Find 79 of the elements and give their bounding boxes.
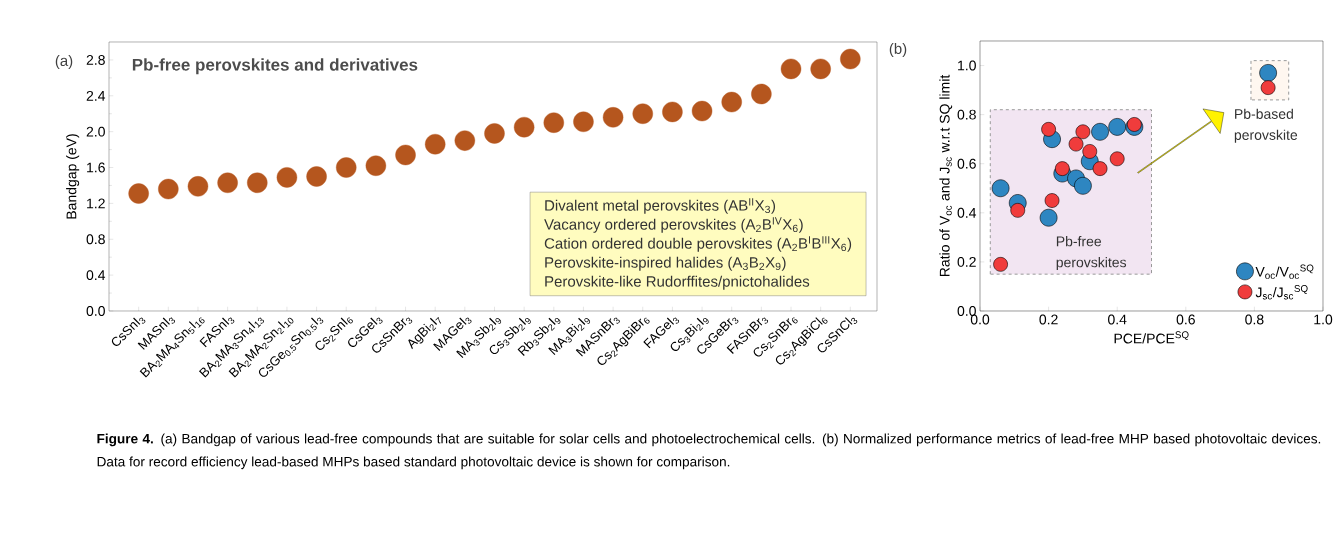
text: Pb-free perovskites and derivatives bbox=[132, 58, 418, 75]
annotation: Pb-based perovskite bbox=[1234, 108, 1298, 143]
point bbox=[1068, 136, 1084, 152]
point bbox=[247, 172, 268, 193]
point bbox=[602, 107, 624, 128]
y-tick-label: 0.0 bbox=[86, 306, 105, 316]
annotation: Perovskite-inspired halides (A$_{3}$B$_{2}$X$_{9}$) bbox=[545, 256, 786, 271]
x-tick-label: 1.0 bbox=[1314, 314, 1333, 325]
point bbox=[1044, 193, 1060, 208]
x-tick-label: 0.8 bbox=[1245, 314, 1264, 325]
point bbox=[1127, 117, 1142, 132]
point bbox=[721, 91, 742, 113]
annotation: Pb-free perovskites bbox=[1056, 236, 1127, 271]
point bbox=[573, 111, 594, 132]
point bbox=[1260, 80, 1276, 95]
point bbox=[1074, 177, 1092, 195]
point bbox=[1082, 144, 1098, 159]
y-tick-label: 2.8 bbox=[86, 54, 105, 65]
text: Cation ordered double perovskites (A$_{2}$B$^{I}$B$^{III}$X$_{6}$) bbox=[544, 236, 852, 252]
point bbox=[395, 144, 416, 166]
point bbox=[276, 167, 298, 188]
point bbox=[306, 166, 327, 187]
point bbox=[1041, 122, 1056, 137]
point bbox=[993, 257, 1008, 272]
point bbox=[1010, 203, 1026, 218]
y-tick-label: 0.0 bbox=[957, 306, 976, 316]
point bbox=[810, 58, 831, 80]
text: (b) bbox=[889, 43, 907, 57]
point bbox=[780, 58, 802, 80]
y-tick-label: 1.6 bbox=[87, 162, 105, 173]
point bbox=[454, 130, 476, 151]
x-tick-label: 0.2 bbox=[1039, 314, 1058, 325]
point bbox=[513, 116, 535, 138]
y-tick-label: 0.6 bbox=[957, 158, 976, 169]
y-axis-title: Bandgap (eV) bbox=[66, 134, 80, 219]
y-axis-title: Ratio of V$_{oc}$ and J$_{sc}$ w.r.t SQ limit bbox=[939, 74, 953, 277]
point bbox=[484, 123, 505, 144]
point bbox=[1039, 208, 1058, 227]
point bbox=[1108, 118, 1126, 136]
point bbox=[543, 112, 564, 133]
text: (a) bbox=[55, 55, 73, 69]
x-tick-label: 0.4 bbox=[1108, 314, 1127, 325]
y-tick-label: 1.0 bbox=[958, 60, 976, 71]
point bbox=[691, 100, 713, 122]
x-tick-label: 0.0 bbox=[970, 314, 990, 325]
point bbox=[1092, 161, 1108, 176]
y-tick-label: 0.4 bbox=[957, 207, 977, 218]
point bbox=[632, 103, 653, 124]
point bbox=[187, 176, 209, 197]
point bbox=[217, 172, 238, 193]
point bbox=[365, 155, 387, 176]
annotation: Perovskite-like Rudorffites/pnictohalides bbox=[545, 275, 810, 290]
y-tick-label: 0.8 bbox=[957, 109, 976, 120]
x-tick-label: 0.6 bbox=[1176, 314, 1195, 325]
point bbox=[751, 83, 772, 105]
x-axis-title: PCE/PCE$^{SQ}$ bbox=[1114, 331, 1189, 344]
point bbox=[840, 48, 861, 70]
text: Figure 4. (a) Bandgap of various lead-free compounds that are suitable for solar cells and photoelectrochemical cells. (b) Normalized performance metrics of lead-free MHP based photovoltaic devices. Data for record efficiency lead-based MHPs based standard photovoltaic device is shown for comparison. bbox=[97, 433, 1321, 470]
point bbox=[336, 157, 357, 178]
annotation: Vacancy ordered perovskites (A$_{2}$B$^{IV}$X$_{6}$) bbox=[544, 217, 803, 233]
legend-label: V$_{oc}$/V$_{oc}$SQ bbox=[1255, 264, 1314, 279]
y-tick-label: 2.0 bbox=[86, 126, 105, 137]
point bbox=[1075, 124, 1091, 140]
point bbox=[1109, 151, 1125, 167]
annotation: Divalent metal perovskites (AB$^{II}$X$_{3}$) bbox=[545, 198, 776, 214]
point bbox=[1259, 64, 1277, 82]
y-tick-label: 0.2 bbox=[957, 256, 976, 267]
y-tick-label: 2.4 bbox=[86, 90, 106, 101]
point bbox=[1091, 123, 1109, 141]
y-tick-label: 0.4 bbox=[86, 270, 106, 281]
point bbox=[1055, 161, 1070, 176]
point bbox=[991, 179, 1010, 198]
y-tick-label: 1.2 bbox=[87, 198, 105, 209]
point bbox=[158, 178, 179, 200]
y-tick-label: 0.8 bbox=[86, 234, 105, 245]
point bbox=[662, 101, 683, 123]
point bbox=[128, 183, 149, 204]
point bbox=[424, 134, 446, 155]
legend-label: J$_{sc}$/J$_{sc}$SQ bbox=[1255, 285, 1308, 300]
